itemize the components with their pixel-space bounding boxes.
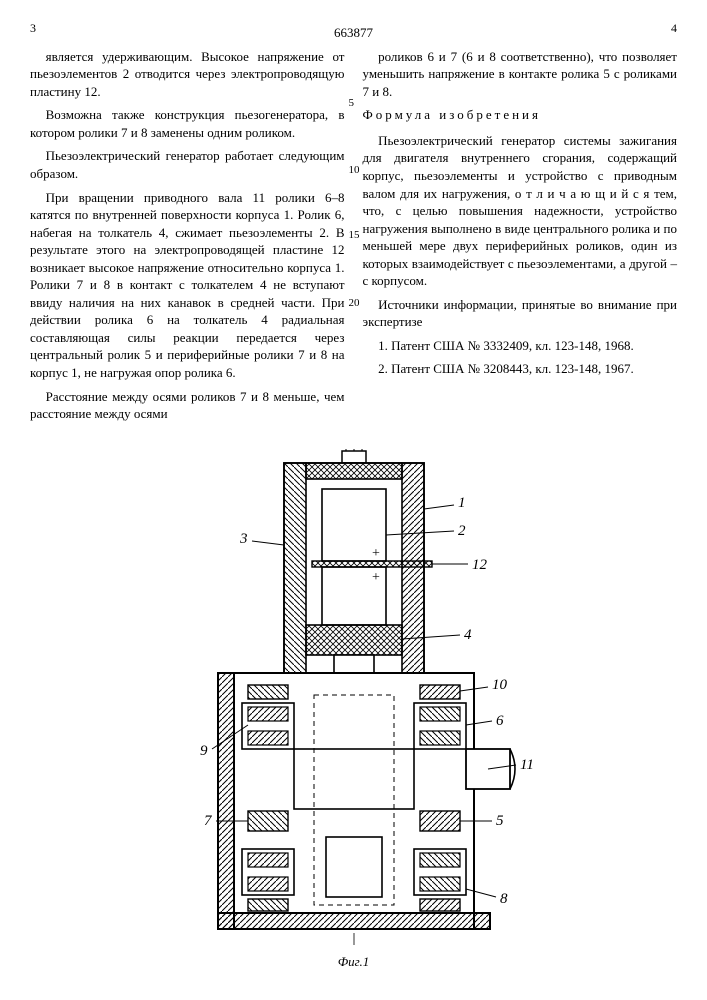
callout-4: 4	[464, 627, 472, 643]
callout-1: 1	[458, 495, 466, 511]
para: Пьезоэлектрический генератор работает сл…	[30, 147, 345, 182]
callout-12: 12	[472, 557, 488, 573]
figure-label: Фиг.1	[144, 953, 564, 971]
line-number: 5	[349, 96, 355, 111]
page-number-left: 3	[30, 20, 36, 36]
callout-9: 9	[200, 743, 208, 759]
callout-8: 8	[500, 891, 508, 907]
page-number-right: 4	[671, 20, 677, 36]
patent-number: 663877	[30, 24, 677, 42]
formula-heading: Формула изобретения	[363, 106, 678, 124]
svg-text:+: +	[372, 570, 380, 585]
callout-7: 7	[204, 813, 213, 829]
reference: 1. Патент США № 3332409, кл. 123-148, 19…	[363, 337, 678, 355]
callout-3: 3	[239, 531, 248, 547]
para: Пьезоэлектрический генератор системы заж…	[363, 132, 678, 290]
para: Возможна также конструкция пьезогенерато…	[30, 106, 345, 141]
callout-2: 2	[458, 523, 466, 539]
text-columns: является удерживающим. Высокое напряжени…	[30, 48, 677, 429]
right-column: 5 10 15 20 роликов 6 и 7 (6 и 8 соответс…	[363, 48, 678, 429]
callout-6: 6	[496, 713, 504, 729]
reference: 2. Патент США № 3208443, кл. 123-148, 19…	[363, 360, 678, 378]
callout-5: 5	[496, 813, 504, 829]
para: При вращении приводного вала 11 ролики 6…	[30, 189, 345, 382]
para: является удерживающим. Высокое напряжени…	[30, 48, 345, 101]
line-number: 10	[349, 163, 360, 178]
line-number: 15	[349, 228, 360, 243]
callout-11: 11	[520, 757, 534, 773]
line-number: 20	[349, 296, 360, 311]
figure-svg: + +	[144, 449, 564, 949]
left-column: является удерживающим. Высокое напряжени…	[30, 48, 345, 429]
para: Расстояние между осями роликов 7 и 8 мен…	[30, 388, 345, 423]
figure-1: + +	[144, 449, 564, 969]
svg-text:+: +	[372, 546, 380, 561]
para: Источники информации, принятые во вниман…	[363, 296, 678, 331]
callout-10: 10	[492, 677, 508, 693]
para: роликов 6 и 7 (6 и 8 соответственно), чт…	[363, 48, 678, 101]
